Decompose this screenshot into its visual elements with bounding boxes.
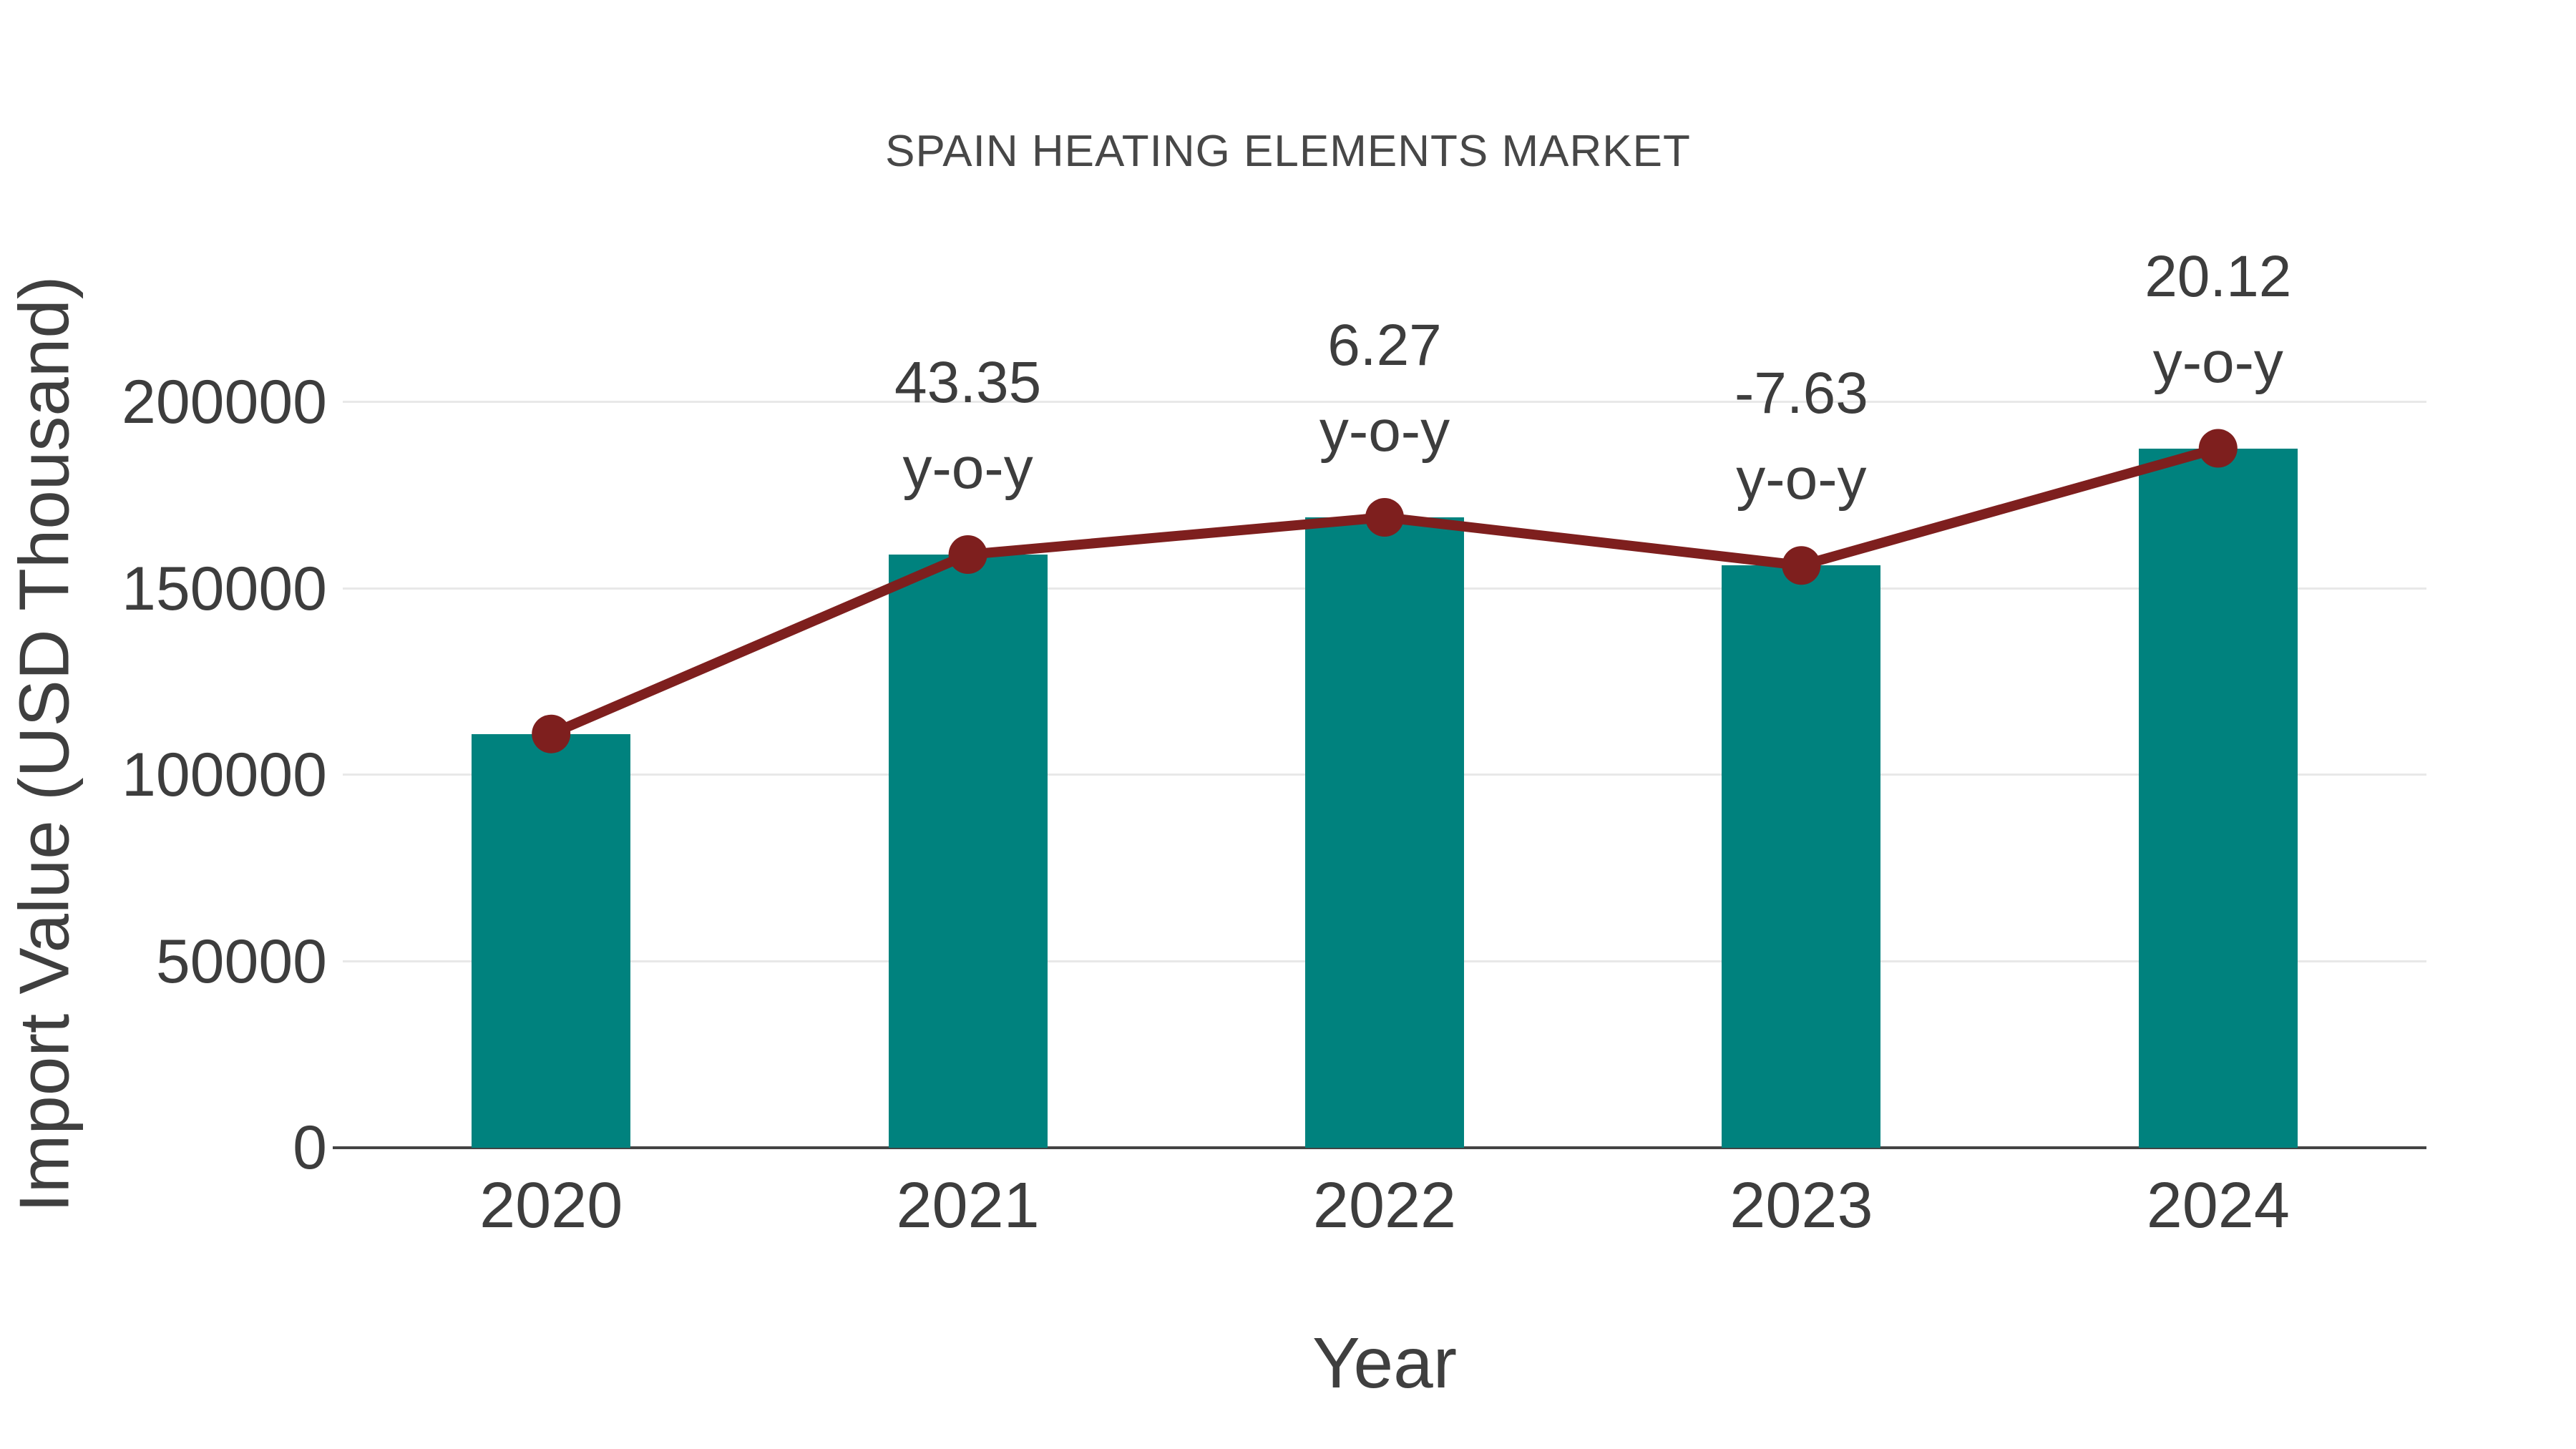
yoy-value: 20.12 [2145, 243, 2292, 309]
yoy-value: -7.63 [1734, 361, 1868, 426]
bar-2020 [472, 733, 631, 1148]
y-tick-label-100000: 100000 [122, 741, 327, 809]
x-axis-title: Year [1312, 1323, 1458, 1403]
x-tick-label-2023: 2023 [1729, 1170, 1873, 1241]
yoy-annotation-2023: -7.63 y-o-y [1579, 351, 2023, 522]
bar-2021 [888, 555, 1048, 1148]
trend-line-layer [532, 429, 2238, 753]
yoy-annotation-2021: 43.35 y-o-y [746, 340, 1190, 512]
yoy-value: 43.35 [894, 350, 1042, 415]
yoy-suffix: y-o-y [1319, 399, 1450, 464]
trend-marker-2023 [1782, 546, 1821, 585]
gridline-200000 [343, 401, 2426, 404]
y-tick-label-50000: 50000 [155, 927, 327, 996]
bar-2022 [1305, 517, 1464, 1148]
x-tick-label-2021: 2021 [896, 1170, 1040, 1241]
yoy-annotation-2024: 20.12 y-o-y [1996, 234, 2440, 406]
y-tick-label-200000: 200000 [122, 368, 327, 436]
plot-area [333, 322, 2426, 1149]
yoy-suffix: y-o-y [1736, 447, 1867, 512]
yoy-value: 6.27 [1327, 313, 1442, 379]
x-tick-label-2020: 2020 [479, 1170, 623, 1241]
chart-title: SPAIN HEATING ELEMENTS MARKET [885, 127, 1691, 176]
bar-2024 [2138, 448, 2298, 1148]
y-tick-label-150000: 150000 [122, 554, 327, 623]
x-tick-label-2024: 2024 [2146, 1170, 2290, 1241]
yoy-suffix: y-o-y [2152, 329, 2283, 395]
trend-marker-2020 [532, 714, 571, 753]
x-tick-label-2022: 2022 [1312, 1170, 1457, 1241]
y-tick-label-0: 0 [293, 1113, 327, 1182]
bar-2023 [1722, 565, 1881, 1148]
trend-marker-2021 [948, 535, 987, 575]
yoy-suffix: y-o-y [902, 436, 1033, 501]
x-axis-line [333, 1146, 2426, 1149]
yoy-annotation-2022: 6.27 y-o-y [1163, 303, 1606, 474]
trend-marker-2022 [1365, 498, 1404, 537]
trend-marker-2024 [2198, 429, 2238, 468]
